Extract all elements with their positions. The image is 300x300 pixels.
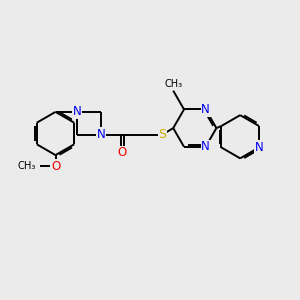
Text: O: O — [51, 160, 60, 173]
Text: S: S — [158, 128, 166, 141]
Text: CH₃: CH₃ — [164, 79, 182, 89]
Text: N: N — [73, 105, 82, 119]
Text: N: N — [97, 128, 105, 141]
Text: O: O — [118, 146, 127, 159]
Text: CH₃: CH₃ — [18, 161, 36, 171]
Text: N: N — [201, 103, 210, 116]
Text: N: N — [201, 140, 210, 153]
Text: N: N — [254, 141, 263, 154]
